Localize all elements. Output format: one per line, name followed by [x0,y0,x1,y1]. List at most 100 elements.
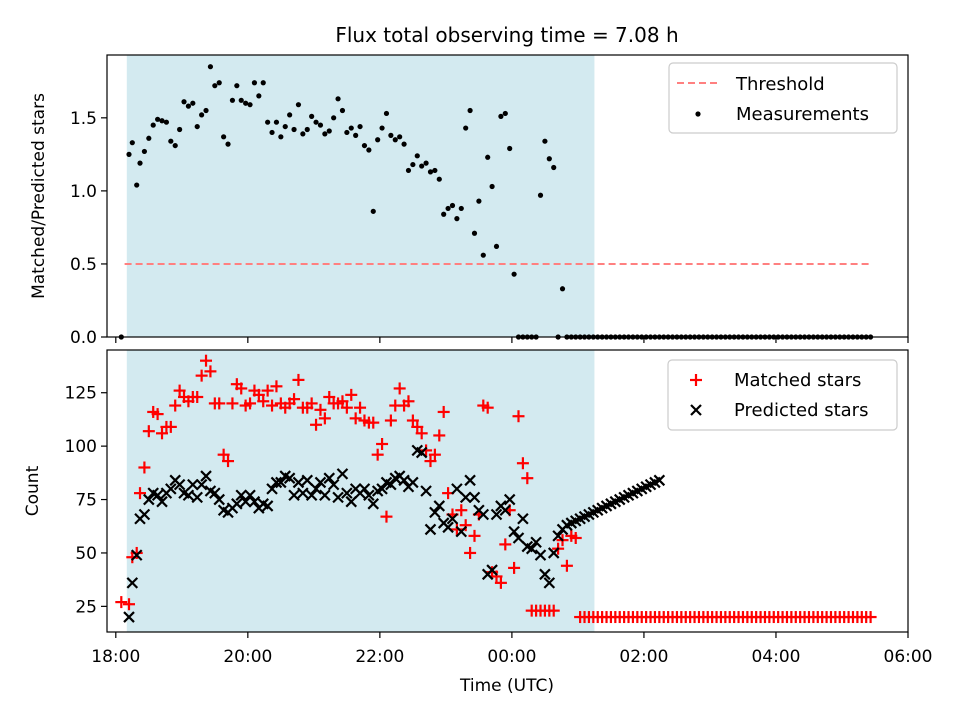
measurement-point [489,183,495,190]
measurement-point [265,119,271,125]
measurement-point [353,132,359,138]
predicted-star-point [244,489,256,502]
predicted-star-point [477,508,490,521]
predicted-legend-label: Predicted stars [734,400,868,421]
matched-star-point [512,410,525,423]
matched-star-point [499,538,512,551]
measurement-point [207,64,214,70]
measurement-point [339,107,346,114]
measurement-point [480,252,486,258]
measurement-point [361,142,368,149]
matched-star-point [261,384,274,397]
matched-star-point [428,448,441,461]
measurements-legend-swatch [695,111,701,117]
predicted-star-point [459,491,472,504]
predicted-star-point [517,512,529,525]
matched-star-point [204,365,217,378]
predicted-star-point [446,512,459,525]
measurement-point [331,115,337,121]
measurement-point [366,147,372,153]
measurement-point [229,97,236,103]
measurement-point [326,128,332,134]
predicted-star-point [327,478,340,491]
measurement-point [172,142,178,149]
ratio-y-tick-label: 0.0 [70,328,97,348]
x-tick-label: 06:00 [884,647,933,667]
measurement-point [449,202,456,209]
measurement-point [388,132,394,138]
ratio-legend-box [668,62,898,134]
measurement-point [445,205,451,212]
predicted-stars-points [123,444,666,623]
matched-star-point [371,448,384,461]
x-tick-label: 02:00 [619,647,668,667]
measurement-point [414,153,420,159]
predicted-star-point [385,478,397,491]
matched-star-point [266,399,279,412]
measurement-point [177,126,183,133]
measurement-point [181,99,187,105]
measurement-point [150,122,156,128]
predicted-star-point [130,549,143,561]
measurement-point [155,116,161,122]
predicted-star-point [543,577,556,589]
matched-star-point [164,420,177,433]
predicted-star-point [424,523,437,536]
measurement-point [129,140,135,146]
measurement-point [273,119,280,125]
predicted-star-point [182,489,195,502]
predicted-star-point [248,495,261,508]
matched-star-point [130,546,143,559]
matched-legend-swatch [690,374,702,386]
matched-star-point [376,438,389,450]
matched-star-point [305,397,318,410]
predicted-star-point [486,564,498,576]
measurement-point [256,93,262,99]
predicted-star-point [332,491,344,504]
matched-star-point [411,420,424,433]
predicted-star-point [288,489,300,502]
matched-star-point [252,388,265,401]
matched-star-point [222,455,235,468]
matched-star-point [450,523,463,536]
predicted-star-point [420,485,432,497]
measurement-point [309,113,315,119]
predicted-star-point [455,525,468,538]
measurement-point [247,102,253,108]
predicted-star-point [547,547,560,559]
predicted-star-point [187,478,199,491]
matched-star-point [569,532,582,544]
predicted-star-point [209,487,221,499]
measurement-point [185,103,192,109]
predicted-star-point [235,489,248,502]
matched-legend-label: Matched stars [734,370,861,391]
x-tick-label: 00:00 [487,647,536,667]
measurement-point [221,134,227,140]
measurement-point [546,156,552,162]
measurement-point [511,271,517,277]
measurement-points [118,64,874,340]
measurement-point [225,141,231,147]
measurement-point [458,205,464,212]
matched-star-point [173,384,186,397]
predicted-star-point [123,611,135,623]
matched-star-point [455,504,468,517]
predicted-star-point [363,489,375,502]
matched-star-point [521,472,534,485]
observing-span-shade-top [126,55,595,337]
measurement-point [502,110,508,117]
matched-star-point [142,425,155,438]
predicted-star-point [173,478,186,491]
predicted-star-point [323,472,336,484]
measurement-point [542,138,548,144]
matched-star-point [345,388,358,401]
matched-star-point [433,429,446,442]
measurement-point [137,160,143,166]
predicted-star-point [358,483,371,495]
matched-star-point [406,414,419,427]
matched-star-point [257,395,270,408]
measurement-point [234,83,240,89]
matched-star-point [310,418,323,431]
matched-star-point [123,598,136,611]
measurement-point [190,100,196,106]
